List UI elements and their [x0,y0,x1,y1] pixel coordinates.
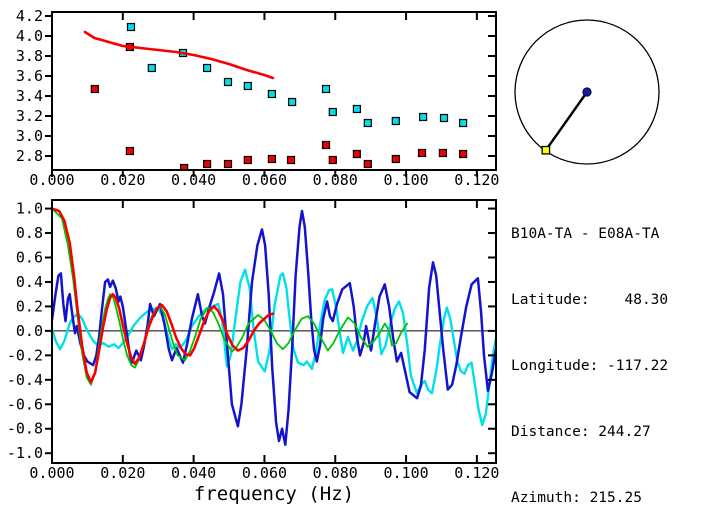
y-tick-label: 0.0 [16,322,43,340]
marker-square [328,107,337,117]
y-tick-label: 4.2 [16,7,43,25]
marker-square [363,159,372,169]
map-azimuth-line [544,91,588,151]
x-tick-label: 0.100 [383,171,428,189]
marker-square [352,149,361,159]
marker-square [125,146,135,156]
waveform-blue [52,209,496,446]
x-axis-title: frequency (Hz) [194,483,354,505]
x-tick-label: 0.100 [383,464,428,482]
y-tick-label: -0.6 [7,395,43,413]
y-tick-label: -1.0 [7,444,43,462]
y-tick-label: 0.2 [16,297,43,315]
map-center-dot [582,87,592,97]
x-tick-label: 0.000 [29,464,74,482]
y-tick-label: 0.8 [16,224,43,242]
azimuth-map-inset [514,19,660,165]
x-tick-label: 0.080 [313,464,358,482]
marker-square [459,149,468,159]
y-tick-label: 3.6 [16,67,43,85]
y-tick-label: 2.8 [16,147,43,165]
marker-square [203,63,212,73]
y-tick-label: 4.0 [16,27,43,45]
group-velocity-upper-branch [126,22,468,128]
marker-square [438,148,447,158]
station-info-panel: B10A-TA - E08A-TA Latitude: 48.30 Longit… [511,179,668,519]
marker-square [267,154,276,164]
marker-square [419,112,428,122]
y-tick-label: 1.0 [16,200,43,218]
marker-square [321,140,331,150]
x-tick-label: 0.040 [171,171,216,189]
y-tick-label: 0.6 [16,248,43,266]
x-tick-label: 0.120 [454,464,499,482]
x-tick-label: 0.020 [100,171,145,189]
reference-dispersion-curve [83,30,275,80]
group-velocity-lower-branch [90,42,468,170]
marker-square [243,81,252,91]
y-tick-label: -0.4 [7,371,43,389]
waveform-red [52,207,275,384]
x-tick-label: 0.060 [242,464,287,482]
info-line-azimuth: Azimuth: 215.25 [511,490,642,506]
marker-square [363,118,372,128]
x-tick-label: 0.120 [454,171,499,189]
dispersion-scatter-plot: 0.000 0.020 0.040 0.060 0.080 0.100 0.120 2.8 3.… [16,7,500,189]
marker-square [223,159,233,169]
y-tick-label: -0.8 [7,420,43,438]
marker-square [352,104,361,114]
y-tick-label: 3.0 [16,127,43,145]
marker-square [180,163,189,170]
marker-square [391,116,400,126]
x-tick-label: 0.020 [100,464,145,482]
marker-square [459,118,468,128]
x-tick-label: 0.060 [242,171,287,189]
marker-square [417,148,427,158]
y-tick-label: 0.4 [16,273,43,291]
marker-square [223,77,233,87]
waveform-green [52,207,409,386]
marker-square [147,63,156,73]
marker-square [267,89,276,99]
map-station-marker [541,145,551,155]
map-circle [514,19,660,165]
x-tick-label: 0.080 [313,171,358,189]
marker-square [126,22,136,32]
marker-square [328,155,337,165]
cross-correlation-plot: 0.000 0.020 0.040 0.060 0.080 0.100 0.120 -1.0 -… [7,199,499,505]
x-tick-label: 0.000 [29,171,74,189]
y-tick-label: 3.2 [16,107,43,125]
y-tick-label: 3.8 [16,47,43,65]
info-line-latitude: Latitude: 48.30 [511,292,669,308]
marker-square [243,155,252,165]
station-pair-title: B10A-TA - E08A-TA [511,226,660,242]
x-tick-label: 0.040 [171,464,216,482]
marker-square [391,154,400,164]
plot-frame [51,11,497,171]
marker-square [288,97,297,107]
marker-square [286,155,296,165]
marker-square [203,159,212,169]
marker-square [321,84,331,94]
waveform-cyan [52,268,496,427]
info-line-longitude: Longitude: -117.22 [511,358,669,374]
info-line-distance: Distance: 244.27 [511,424,651,440]
plot-frame [51,199,497,464]
y-tick-label: -0.2 [7,346,43,364]
marker-square [439,113,449,123]
y-tick-label: 3.4 [16,87,43,105]
marker-square [90,84,99,94]
